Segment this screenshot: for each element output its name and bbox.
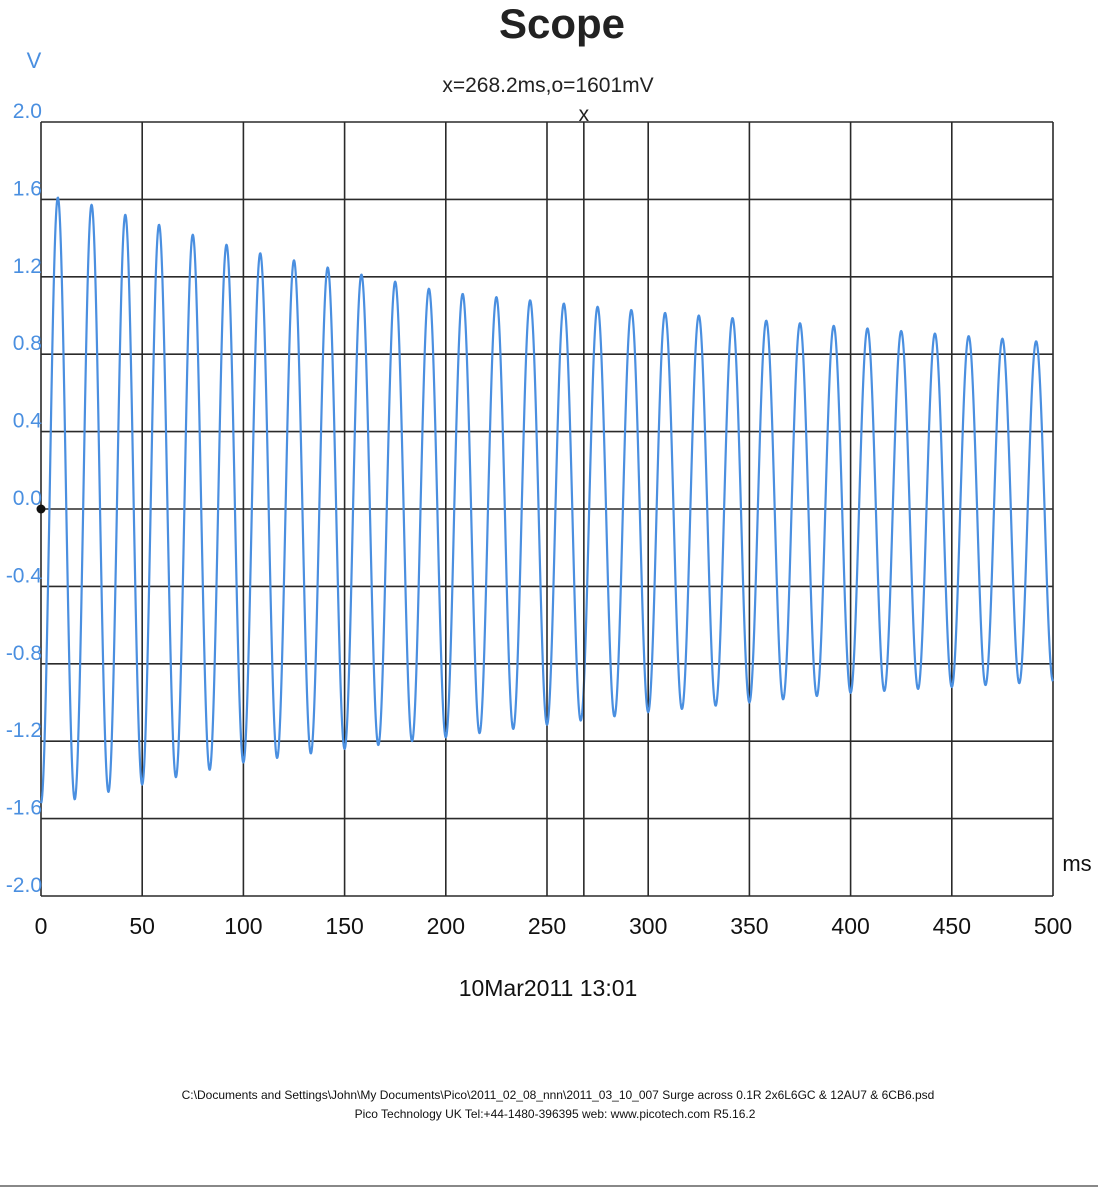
x-axis-ticks: 0 50 100 150 200 250 300 350 400 450 500: [35, 913, 1073, 939]
x-tick-label: 300: [629, 913, 667, 939]
x-tick-label: 100: [224, 913, 262, 939]
x-tick-label: 200: [427, 913, 465, 939]
y-tick-label: 0.0: [13, 487, 42, 510]
file-path-line: C:\Documents and Settings\John\My Docume…: [182, 1088, 935, 1102]
x-tick-label: 500: [1034, 913, 1072, 939]
capture-timestamp: 10Mar2011 13:01: [459, 975, 638, 1001]
x-tick-label: 150: [325, 913, 363, 939]
x-tick-label: 400: [831, 913, 869, 939]
y-axis-unit: V: [27, 48, 42, 73]
y-tick-label: -0.8: [6, 642, 42, 665]
y-tick-label: 0.4: [13, 410, 43, 433]
x-tick-label: 0: [35, 913, 48, 939]
y-tick-label: -2.0: [6, 874, 42, 897]
y-tick-label: 0.8: [13, 332, 42, 355]
x-tick-label: 450: [933, 913, 971, 939]
y-tick-label: 2.0: [13, 100, 42, 123]
x-tick-label: 350: [730, 913, 768, 939]
cursor-readout: x=268.2ms,o=1601mV: [442, 74, 653, 97]
x-axis-unit: ms: [1062, 851, 1091, 876]
x-tick-label: 50: [129, 913, 155, 939]
vendor-info-line: Pico Technology UK Tel:+44-1480-396395 w…: [355, 1107, 756, 1121]
grid: [40, 121, 1054, 897]
chart-title: Scope: [499, 0, 625, 47]
y-tick-label: -1.2: [6, 719, 42, 742]
y-tick-label: -0.4: [6, 564, 43, 587]
y-tick-label: -1.6: [6, 797, 42, 820]
y-tick-label: 1.6: [13, 177, 42, 200]
x-tick-label: 250: [528, 913, 566, 939]
y-axis-ticks: 2.0 1.6 1.2 0.8 0.4 0.0 -0.4 -0.8 -1.2 -1.6 -2.0: [6, 100, 43, 897]
time-cursor-marker[interactable]: x: [579, 103, 590, 126]
y-tick-label: 1.2: [13, 255, 42, 278]
trigger-origin-dot: [36, 504, 46, 514]
voltage-trace: [40, 196, 1054, 804]
trace-layer: [40, 196, 1054, 804]
